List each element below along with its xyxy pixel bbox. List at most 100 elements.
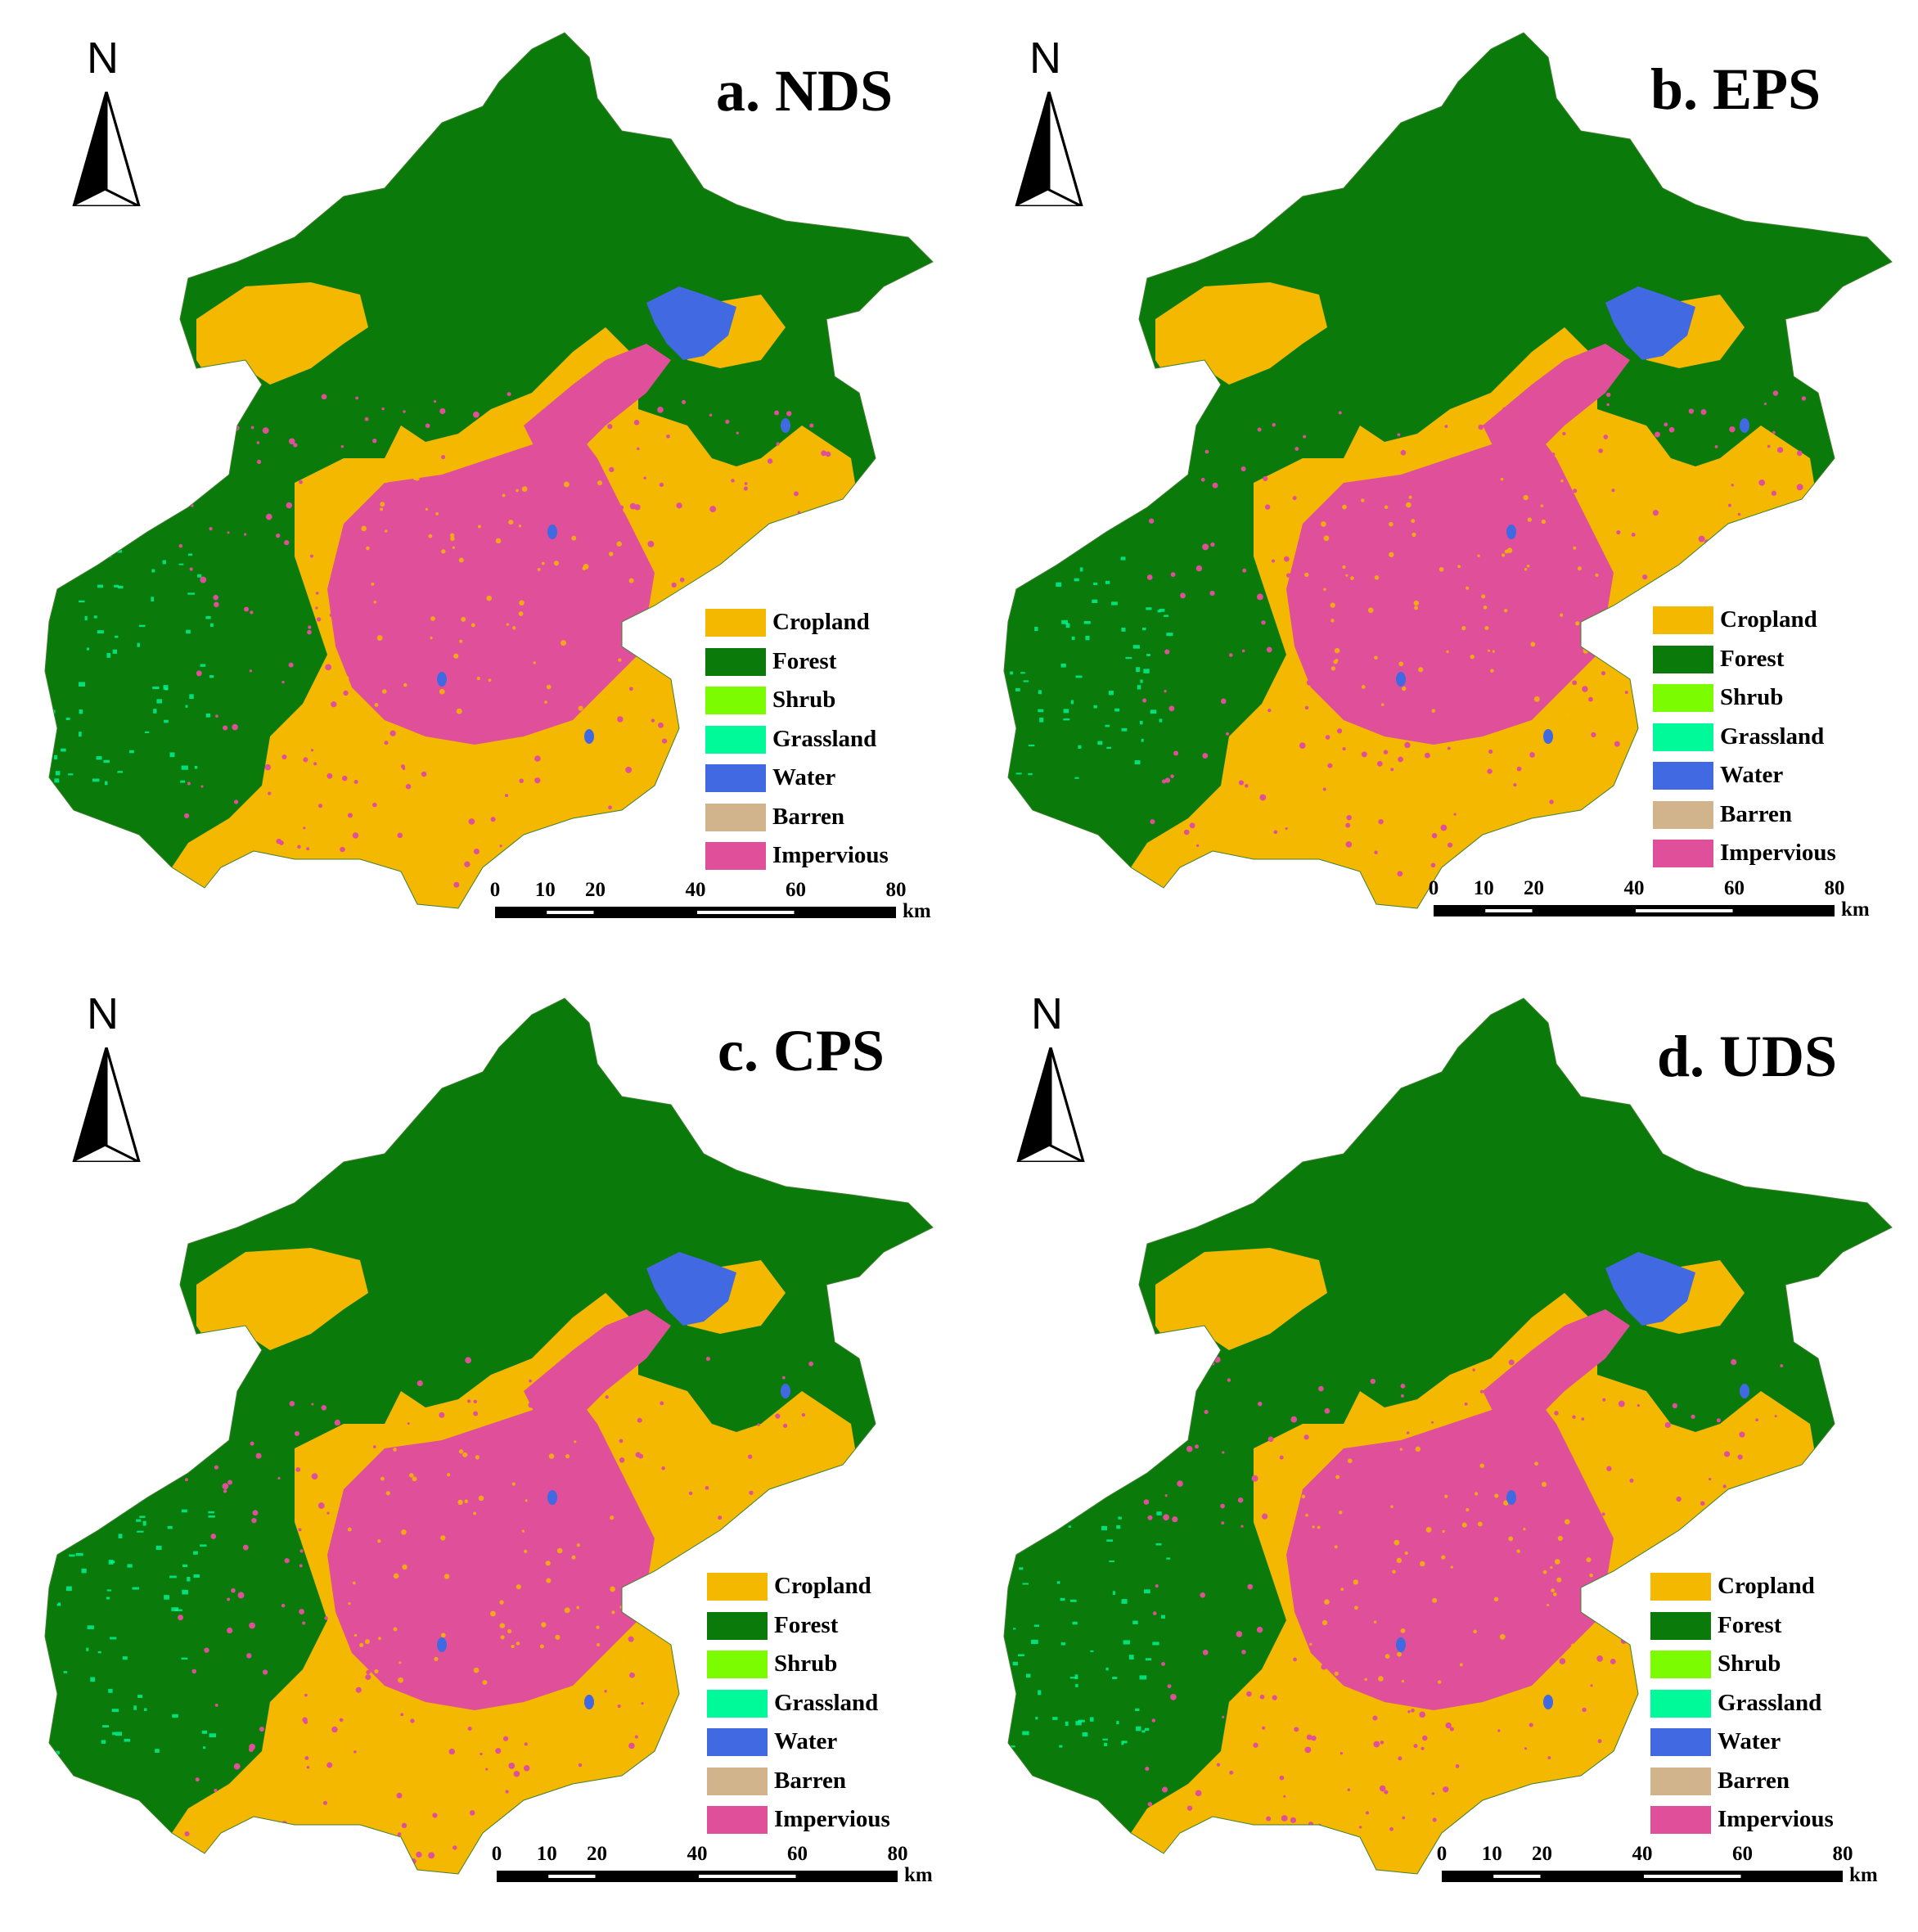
scale-tick-label: 60: [787, 1843, 808, 1865]
scale-tick-label: 10: [534, 879, 556, 901]
legend-swatch: [707, 1767, 768, 1795]
legend-label: Barren: [772, 803, 845, 830]
legend-item: Forest: [705, 645, 951, 678]
legend-swatch: [705, 725, 766, 754]
map-panel-c: N c. CPS Cropland Forest Shrub Grassland Wat…: [0, 966, 959, 1931]
legend-item: Shrub: [707, 1647, 952, 1680]
legend-label: Grassland: [1718, 1689, 1822, 1716]
panel-title: c. CPS: [718, 1018, 885, 1083]
cropland-region: [196, 282, 368, 385]
legend-label: Grassland: [772, 725, 877, 752]
legend-swatch: [1653, 684, 1713, 712]
legend-item: Barren: [1650, 1764, 1896, 1797]
scale-unit-label: km: [1849, 1864, 1878, 1886]
legend-item: Grassland: [1653, 720, 1898, 753]
north-arrow-icon: [1016, 1047, 1085, 1162]
legend-swatch: [1650, 1767, 1711, 1795]
legend-label: Grassland: [1720, 723, 1825, 750]
legend-label: Shrub: [772, 687, 836, 713]
water-region: [646, 1252, 736, 1326]
legend-label: Forest: [1720, 645, 1785, 672]
legend-label: Shrub: [1720, 684, 1784, 710]
legend-item: Impervious: [1653, 836, 1898, 869]
land-use-map: [1003, 998, 1893, 1875]
legend-label: Forest: [774, 1611, 839, 1638]
impervious-region: [1483, 1309, 1630, 1424]
legend-label: Water: [1720, 762, 1784, 788]
scale-tick-label: 10: [536, 1843, 557, 1865]
scale-unit-label: km: [903, 900, 931, 922]
legend-label: Cropland: [772, 609, 870, 635]
scale-tick-label: 20: [1532, 1843, 1552, 1865]
land-use-map: [1003, 32, 1893, 909]
grassland-speckles: [49, 1509, 217, 1755]
legend-item: Water: [707, 1725, 952, 1758]
legend-item: Grassland: [1650, 1687, 1896, 1719]
water-region: [646, 286, 736, 360]
legend-item: Impervious: [707, 1803, 952, 1835]
north-letter: N: [87, 989, 119, 1038]
cropland-region: [1155, 282, 1327, 385]
scale-tick-label: 80: [887, 1843, 908, 1865]
legend-label: Cropland: [1720, 606, 1817, 633]
scale-tick-label: 0: [489, 879, 501, 901]
scale-tick-label: 10: [1481, 1843, 1502, 1865]
legend-label: Cropland: [774, 1573, 871, 1599]
cropland-speckles: [1304, 477, 1599, 718]
legend-item: Cropland: [1650, 1569, 1896, 1602]
cropland-region: [1155, 1248, 1327, 1350]
legend-item: Cropland: [707, 1569, 952, 1602]
legend-label: Impervious: [774, 1806, 890, 1832]
legend-swatch: [1650, 1651, 1711, 1678]
legend-label: Cropland: [1718, 1573, 1815, 1599]
north-arrow-icon: [72, 1047, 141, 1162]
scale-tick-label: 0: [1436, 1843, 1448, 1865]
legend-swatch: [1653, 723, 1713, 751]
scale-tick-label: 80: [1824, 877, 1845, 899]
grassland-speckles: [1010, 554, 1173, 779]
impervious-region: [1286, 1391, 1614, 1710]
legend-swatch: [707, 1573, 768, 1601]
legend-swatch: [707, 1651, 768, 1678]
scale-unit-label: km: [904, 1864, 933, 1886]
scale-tick-label: 0: [491, 1843, 502, 1865]
scale-tick-label: 0: [1428, 877, 1439, 899]
legend-item: Water: [1653, 759, 1898, 791]
legend-label: Impervious: [772, 842, 889, 868]
legend-item: Impervious: [705, 839, 951, 871]
impervious-region: [327, 1391, 655, 1710]
legend-label: Barren: [774, 1767, 847, 1794]
legend-swatch: [705, 842, 766, 870]
legend-label: Shrub: [1718, 1651, 1781, 1677]
legend-swatch: [705, 687, 766, 714]
legend-label: Water: [774, 1728, 838, 1754]
scale-unit-label: km: [1841, 898, 1870, 921]
legend-swatch: [705, 764, 766, 792]
legend-item: Water: [1650, 1725, 1896, 1758]
legend-item: Impervious: [1650, 1803, 1896, 1835]
legend-label: Impervious: [1718, 1806, 1834, 1832]
legend-item: Forest: [1650, 1609, 1896, 1642]
legend-item: Barren: [1653, 798, 1898, 831]
legend-swatch: [705, 803, 766, 831]
legend-swatch: [1650, 1611, 1711, 1640]
legend-item: Forest: [1653, 642, 1898, 675]
scale-tick-label: 10: [1473, 877, 1494, 899]
cropland-speckles: [1301, 1440, 1593, 1684]
scale-tick-label: 40: [1632, 1843, 1653, 1865]
legend-swatch: [705, 609, 766, 637]
legend-item: Grassland: [705, 723, 951, 755]
legend-swatch: [707, 1611, 768, 1640]
cropland-speckles: [343, 475, 637, 718]
grassland-speckles: [51, 544, 214, 786]
north-arrow-icon: [72, 92, 141, 206]
scale-tick-label: 60: [786, 879, 806, 901]
legend-swatch: [1650, 1728, 1711, 1756]
legend-swatch: [1653, 800, 1713, 829]
legend-item: Water: [705, 761, 951, 794]
cropland-speckles: [347, 1440, 636, 1686]
north-letter: N: [1031, 989, 1063, 1038]
scale-tick-label: 40: [687, 1843, 708, 1865]
legend-item: Shrub: [1653, 681, 1898, 714]
scale-bar-graphic: [495, 907, 896, 918]
